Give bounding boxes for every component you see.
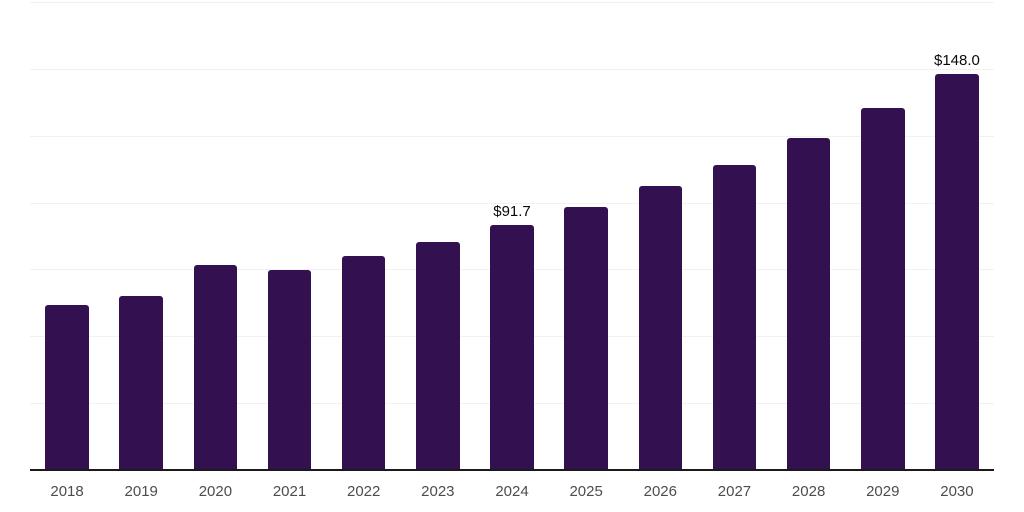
- bar-2020: [193, 265, 238, 470]
- x-tick-2026: 2026: [643, 483, 677, 500]
- bar-2023: [416, 241, 460, 470]
- x-tick-2028: 2028: [791, 483, 826, 500]
- plot-area: $91.7 $148.0: [30, 2, 994, 471]
- bar-2027: [712, 164, 757, 470]
- bar-2021: [267, 269, 312, 470]
- bar-2028: [786, 137, 831, 470]
- x-tick-2030: 2030: [940, 483, 974, 500]
- data-label-2024: $91.7: [493, 202, 531, 220]
- x-tick-2023: 2023: [421, 483, 455, 500]
- gridline-125: [30, 135, 994, 137]
- bar-2026: [638, 186, 683, 470]
- x-tick-2027: 2027: [717, 483, 752, 500]
- bar-2019: [119, 295, 163, 470]
- data-label-2030: $148.0: [933, 52, 980, 70]
- x-tick-2029: 2029: [866, 483, 900, 500]
- x-tick-2024: 2024: [495, 483, 529, 500]
- x-tick-2025: 2025: [569, 483, 603, 500]
- bar-2024: [490, 224, 534, 470]
- x-tick-2020: 2020: [198, 483, 233, 500]
- bar-2025: [564, 206, 608, 470]
- x-tick-2021: 2021: [272, 483, 307, 500]
- bar-2018: [45, 305, 89, 470]
- gridline-150: [30, 68, 994, 70]
- x-tick-2022: 2022: [347, 483, 381, 500]
- x-axis-line: [30, 469, 994, 471]
- x-axis-labels: 2018 2019 2020 2021 2022 2023 2024 2025 2026 2027…: [30, 483, 994, 505]
- gridline-100: [30, 202, 994, 204]
- x-tick-2018: 2018: [50, 483, 84, 500]
- gridline-175: [30, 2, 994, 3]
- x-tick-2019: 2019: [124, 483, 158, 500]
- bar-2030: [935, 74, 979, 470]
- bar-2022: [341, 255, 386, 470]
- bar-2029: [861, 108, 905, 470]
